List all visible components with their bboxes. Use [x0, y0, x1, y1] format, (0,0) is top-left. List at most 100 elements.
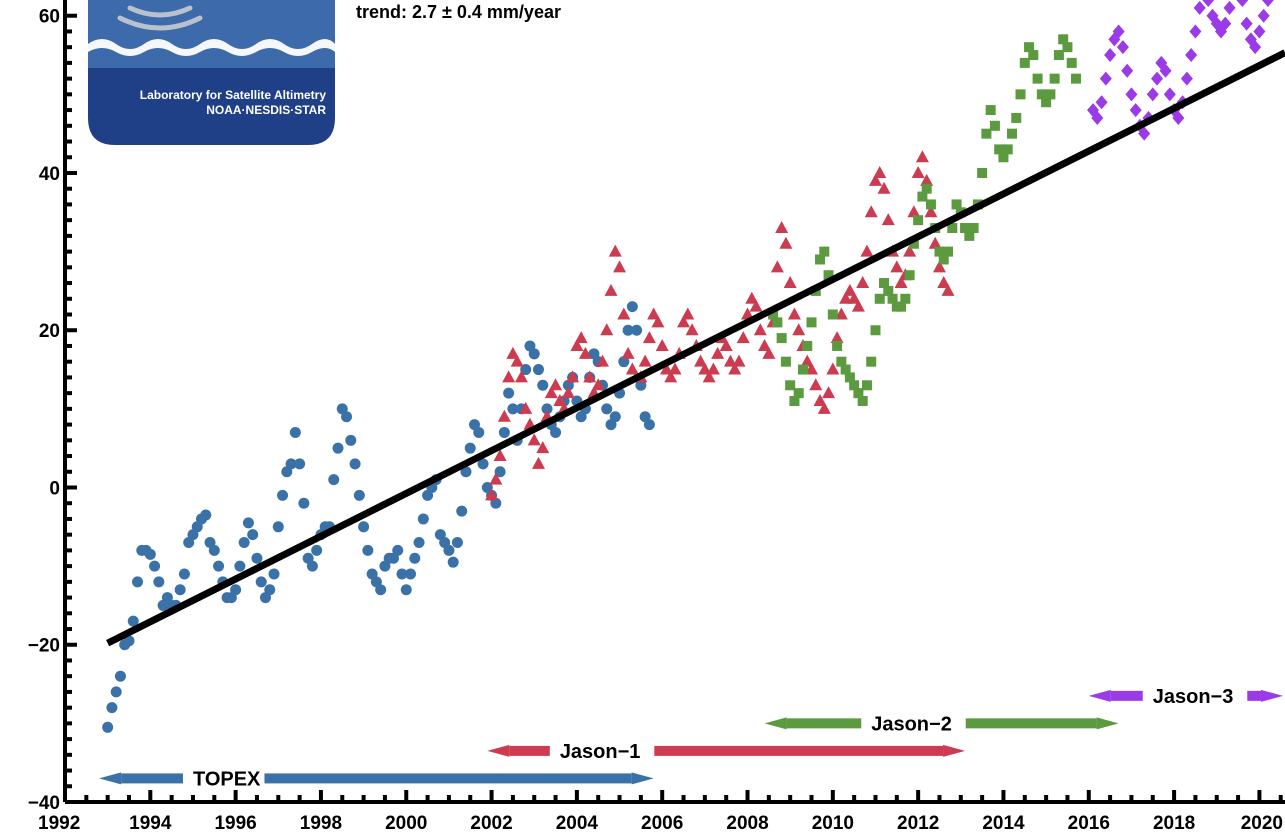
data-point-square [1070, 73, 1081, 84]
x-tick-label: 2004 [556, 813, 599, 833]
data-point-diamond [1138, 126, 1151, 141]
data-point-square [832, 340, 843, 351]
data-point-triangle [723, 354, 737, 367]
data-point-triangle [732, 354, 746, 367]
data-point-circle [132, 576, 144, 588]
data-point-diamond [1253, 24, 1266, 39]
data-point-circle [417, 513, 429, 525]
x-tick-label: 1994 [129, 813, 172, 833]
data-point-circle [345, 434, 357, 446]
data-point-circle [208, 544, 220, 556]
data-point-circle [528, 348, 540, 360]
data-point-circle [392, 544, 404, 556]
data-point-circle [311, 544, 323, 556]
data-point-circle [110, 686, 122, 698]
x-tick-label: 2014 [982, 813, 1025, 833]
data-point-diamond [1099, 71, 1112, 86]
data-point-circle [626, 301, 638, 313]
data-point-circle [277, 489, 289, 501]
data-point-triangle [617, 307, 631, 320]
data-point-square [1019, 57, 1030, 68]
x-tick-label: 2006 [641, 813, 683, 833]
data-point-triangle [706, 362, 720, 375]
data-point-square [1032, 73, 1043, 84]
mission-bar: Jason−3 [1088, 686, 1283, 708]
data-point-square [917, 191, 928, 202]
data-point-circle [375, 584, 387, 596]
data-point-square [913, 215, 924, 226]
mission-layer: TOPEX Jason−1 Jason−2 Jason−3 [99, 686, 1283, 790]
data-point-triangle [924, 205, 938, 218]
data-point-triangle [561, 386, 575, 399]
data-point-triangle [792, 323, 806, 336]
data-point-diamond [1202, 0, 1215, 7]
data-point-square [819, 246, 830, 257]
data-point-triangle [830, 331, 844, 344]
data-point-circle [178, 568, 190, 580]
mission-bar-left [1110, 690, 1143, 701]
data-point-square [1036, 89, 1047, 100]
data-point-triangle [531, 456, 545, 469]
data-point-triangle [647, 307, 661, 320]
data-point-diamond [1223, 0, 1236, 15]
data-point-square [806, 317, 817, 328]
data-point-triangle [894, 276, 908, 289]
data-point-triangle [860, 244, 874, 257]
data-point-square [836, 356, 847, 367]
y-tick-label: 20 [39, 321, 60, 342]
data-point-triangle [753, 323, 767, 336]
data-point-triangle [702, 370, 716, 383]
data-point-circle [123, 635, 135, 647]
data-point-diamond [1104, 48, 1117, 63]
data-point-circle [451, 537, 463, 549]
data-point-triangle [937, 276, 951, 289]
data-point-triangle [510, 354, 524, 367]
series-triangle [485, 150, 955, 501]
data-point-square [797, 364, 808, 375]
data-point-square [947, 223, 958, 234]
data-point-triangle [583, 370, 597, 383]
data-point-square [921, 183, 932, 194]
data-point-square [866, 356, 877, 367]
data-point-triangle [903, 244, 917, 257]
data-point-triangle [608, 244, 622, 257]
data-point-triangle [920, 173, 934, 186]
data-point-triangle [775, 221, 789, 234]
data-point-square [1011, 112, 1022, 123]
data-point-circle [353, 489, 365, 501]
data-point-triangle [485, 488, 499, 501]
data-point-diamond [1185, 48, 1198, 63]
data-point-square [1002, 144, 1013, 155]
data-point-triangle [570, 338, 584, 351]
data-point-square [1045, 89, 1056, 100]
data-point-square [925, 199, 936, 210]
data-point-diamond [1193, 0, 1206, 15]
data-point-circle [230, 584, 242, 596]
mission-arrow-left [764, 717, 787, 730]
data-point-square [900, 293, 911, 304]
data-point-diamond [1095, 95, 1108, 110]
data-point-circle [631, 324, 643, 336]
data-point-square [785, 380, 796, 391]
data-point-triangle [843, 283, 857, 296]
data-point-circle [144, 548, 156, 560]
data-point-circle [400, 584, 412, 596]
wave-icon-lower [88, 48, 335, 68]
data-point-square [985, 105, 996, 116]
data-point-triangle [736, 331, 750, 344]
data-point-circle [114, 670, 126, 682]
data-point-square [789, 396, 800, 406]
data-point-circle [618, 356, 630, 368]
data-point-triangle [536, 441, 550, 454]
data-point-circle [490, 497, 502, 509]
data-point-square [938, 254, 949, 265]
data-point-triangle [553, 394, 567, 406]
data-point-diamond [1257, 8, 1270, 23]
data-point-circle [234, 560, 246, 572]
data-point-square [977, 167, 988, 178]
mission-arrow-left [1088, 689, 1111, 702]
data-point-diamond [1240, 16, 1253, 31]
mission-bar-left [786, 718, 862, 729]
data-point-square [1015, 89, 1026, 100]
